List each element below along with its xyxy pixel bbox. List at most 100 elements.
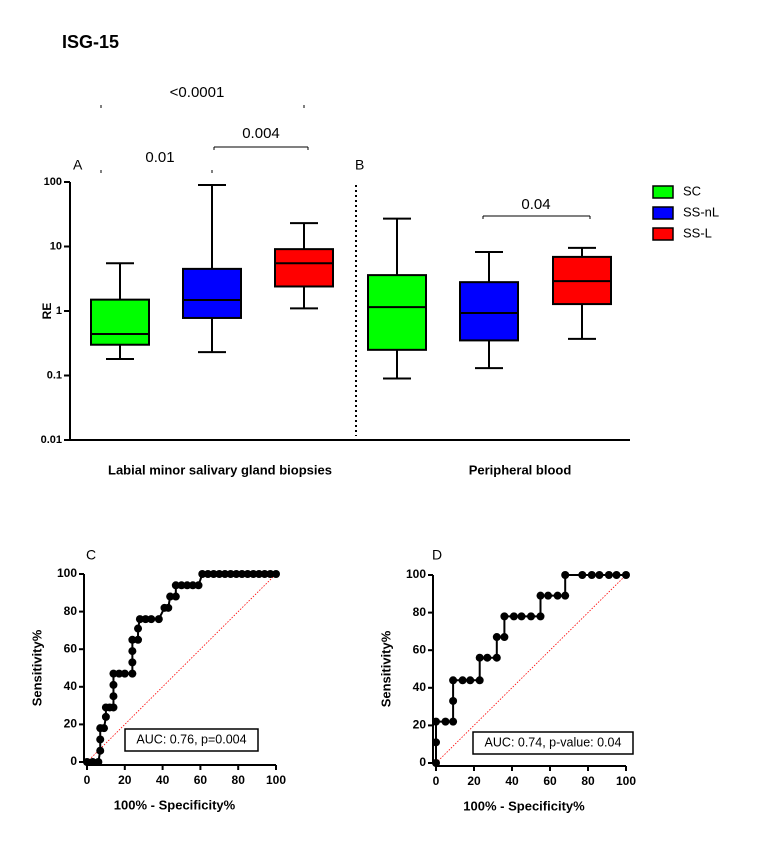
x-tick-label: 60 bbox=[194, 773, 208, 787]
roc-point bbox=[164, 603, 173, 612]
roc-point bbox=[171, 581, 180, 590]
panel-label: B bbox=[355, 157, 364, 173]
roc-point bbox=[128, 647, 137, 656]
legend-swatch bbox=[652, 206, 674, 220]
y-tick-label: 0 bbox=[419, 755, 426, 769]
roc-point bbox=[177, 581, 186, 590]
roc-point bbox=[166, 592, 175, 601]
annotation: AUC: 0.74, p-value: 0.04 bbox=[485, 735, 622, 749]
roc-point bbox=[595, 571, 604, 579]
legend-swatch bbox=[652, 185, 674, 199]
roc-point bbox=[215, 570, 224, 578]
roc-point bbox=[458, 676, 467, 685]
x-axis-label: 100% - Specificity% bbox=[463, 798, 585, 813]
roc-point bbox=[432, 717, 440, 726]
y-axis-label: RE bbox=[40, 303, 54, 320]
roc-point bbox=[101, 712, 110, 721]
annotation-box bbox=[472, 731, 634, 755]
y-tick-label: 40 bbox=[413, 680, 427, 694]
roc-point bbox=[536, 591, 545, 600]
y-tick-label: 80 bbox=[64, 604, 78, 618]
y-tick-label: 0 bbox=[70, 754, 77, 768]
box bbox=[367, 274, 427, 351]
roc-point bbox=[94, 758, 103, 766]
y-tick-label: 80 bbox=[413, 605, 427, 619]
y-tick-label: 60 bbox=[413, 642, 427, 656]
roc-point bbox=[260, 570, 269, 578]
y-axis-label: Sensitivity% bbox=[29, 629, 44, 706]
roc-point bbox=[578, 571, 587, 579]
x-tick-label: 100 bbox=[616, 774, 636, 788]
roc-point bbox=[587, 571, 596, 579]
reference-line bbox=[86, 573, 277, 763]
roc-point bbox=[96, 746, 105, 755]
y-tick-label: 0.01 bbox=[41, 434, 62, 446]
x-tick-label: 100 bbox=[266, 773, 286, 787]
roc-point bbox=[115, 669, 124, 678]
y-tick-label: 60 bbox=[64, 641, 78, 655]
roc-point bbox=[449, 717, 458, 726]
box bbox=[90, 298, 150, 346]
roc-point bbox=[483, 653, 492, 662]
roc-point bbox=[237, 570, 246, 578]
roc-point bbox=[544, 591, 553, 600]
annotation: 0.01 bbox=[145, 149, 174, 166]
roc-point bbox=[147, 615, 156, 624]
x-tick-label: 40 bbox=[505, 774, 519, 788]
y-tick-label: 20 bbox=[413, 718, 427, 732]
y-axis-label: Sensitivity% bbox=[378, 630, 393, 707]
roc-point bbox=[561, 571, 570, 579]
roc-point bbox=[203, 570, 212, 578]
roc-point bbox=[232, 570, 241, 578]
roc-point bbox=[198, 570, 207, 578]
y-tick-label: 100 bbox=[44, 176, 62, 188]
roc-point bbox=[492, 633, 501, 642]
roc-point bbox=[109, 669, 118, 678]
annotation: AUC: 0.76, p=0.004 bbox=[136, 732, 246, 746]
y-tick-label: 100 bbox=[57, 566, 77, 580]
roc-point bbox=[128, 669, 137, 678]
roc-point bbox=[128, 658, 137, 667]
roc-point bbox=[134, 635, 143, 644]
roc-point bbox=[135, 615, 144, 624]
box bbox=[459, 281, 519, 342]
y-tick-label: 1 bbox=[56, 305, 62, 317]
x-axis-label: 100% - Specificity% bbox=[114, 797, 236, 812]
roc-point bbox=[492, 653, 501, 662]
roc-point bbox=[194, 581, 203, 590]
roc-point bbox=[517, 612, 526, 621]
roc-point bbox=[449, 696, 458, 705]
roc-point bbox=[475, 676, 484, 685]
roc-point bbox=[243, 570, 252, 578]
roc-point bbox=[475, 653, 484, 662]
roc-point bbox=[432, 759, 440, 767]
roc-point bbox=[188, 581, 197, 590]
x-tick-label: 80 bbox=[581, 774, 595, 788]
roc-point bbox=[141, 615, 150, 624]
y-tick-label: 100 bbox=[406, 567, 426, 581]
legend-swatch bbox=[652, 227, 674, 241]
roc-point bbox=[500, 633, 509, 642]
roc-point bbox=[466, 676, 475, 685]
roc-point bbox=[209, 570, 218, 578]
roc-point bbox=[154, 615, 163, 624]
roc-point bbox=[604, 571, 613, 579]
x-tick-label: 20 bbox=[467, 774, 481, 788]
reference-line bbox=[435, 574, 627, 764]
category-label: Peripheral blood bbox=[469, 462, 572, 477]
y-tick-label: 40 bbox=[64, 679, 78, 693]
box bbox=[274, 248, 334, 288]
panel-label: A bbox=[73, 157, 83, 173]
x-tick-label: 60 bbox=[543, 774, 557, 788]
legend-label: SC bbox=[683, 183, 701, 198]
annotation: 0.004 bbox=[242, 125, 280, 142]
roc-point bbox=[120, 669, 129, 678]
annotation: <0.0001 bbox=[170, 84, 225, 101]
roc-point bbox=[100, 724, 109, 733]
annotation-box bbox=[124, 728, 259, 752]
roc-point bbox=[527, 612, 535, 621]
roc-point bbox=[536, 612, 545, 621]
x-tick-label: 80 bbox=[232, 773, 246, 787]
roc-point bbox=[432, 738, 440, 747]
